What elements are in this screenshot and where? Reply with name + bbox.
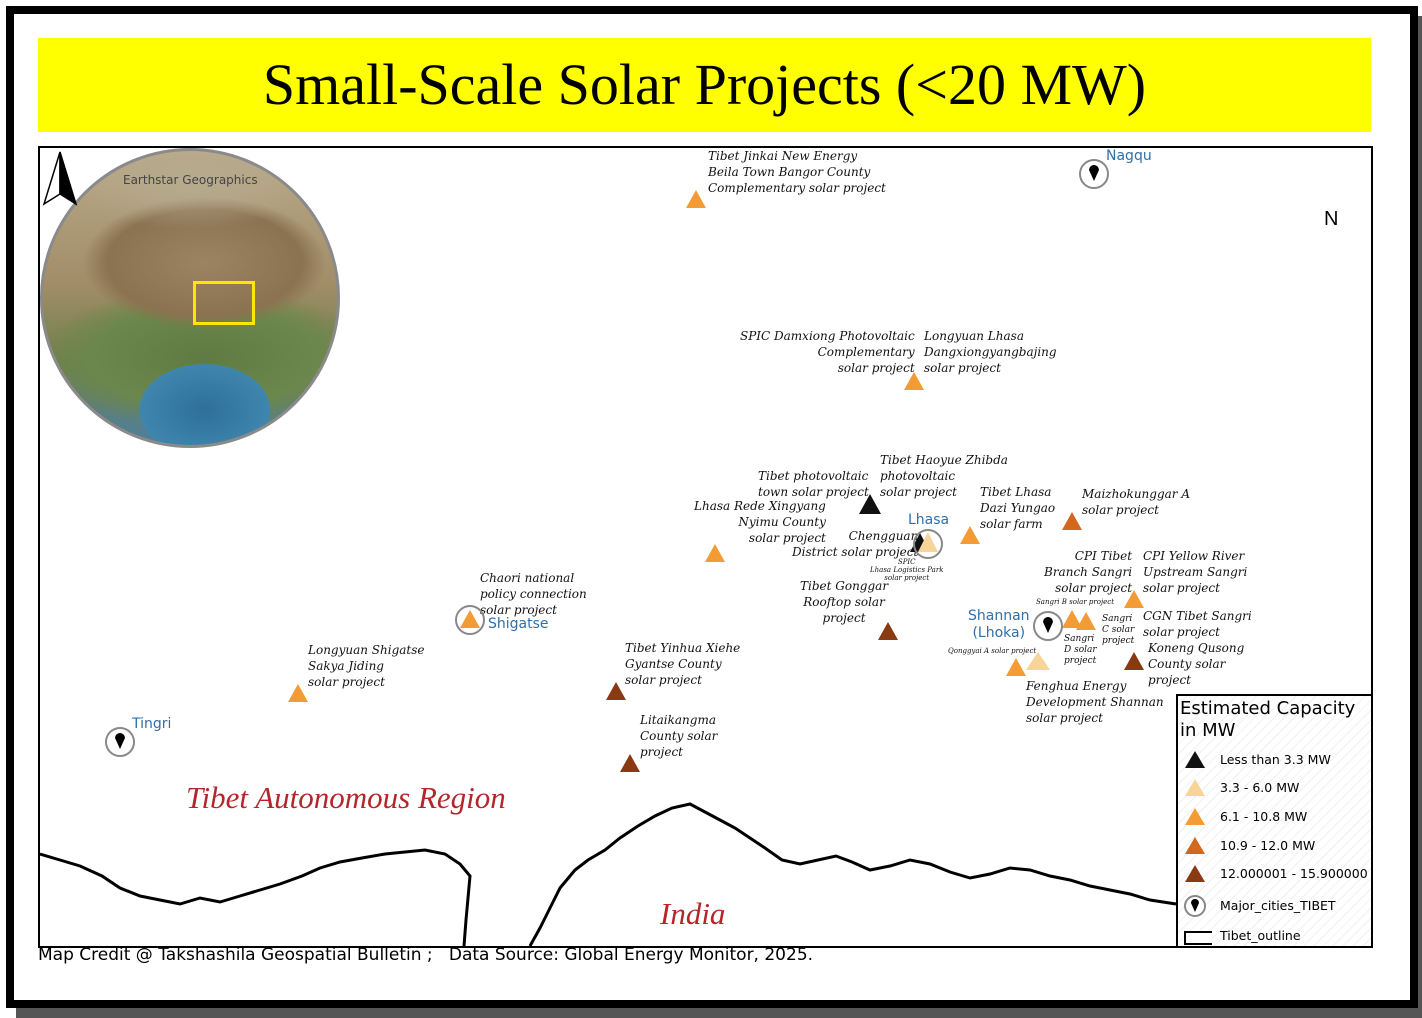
project-marker[interactable] (1076, 612, 1096, 630)
project-marker[interactable] (1062, 512, 1082, 530)
project-label: Chengguan District solar project (792, 529, 919, 559)
country-label: India (660, 896, 726, 931)
project-label: Lhasa Rede Xingyang Nyimu County solar p… (694, 499, 826, 545)
legend-title: Estimated Capacity in MW (1180, 698, 1356, 741)
project-label: Koneng Qusong County solar project (1148, 641, 1245, 687)
project-marker[interactable] (859, 494, 881, 514)
north-label: N (1324, 208, 1339, 230)
inset-credit: Earthstar Geographics (123, 173, 258, 187)
project-marker[interactable] (1026, 652, 1050, 670)
project-label: SPIC Damxiong Photovoltaic Complementary… (740, 329, 915, 375)
project-marker[interactable] (878, 622, 898, 640)
city-marker-icon[interactable] (913, 529, 943, 559)
project-marker[interactable] (620, 754, 640, 772)
project-marker[interactable] (1006, 658, 1026, 676)
project-label: Chaori national policy connection solar … (480, 571, 587, 617)
legend-item: Less than 3.3 MW (1182, 748, 1371, 772)
project-marker[interactable] (606, 682, 626, 700)
project-marker[interactable] (960, 526, 980, 544)
rectangle-icon (1184, 931, 1212, 945)
project-markers (105, 159, 1144, 772)
city-label-nagqu: Nagqu (1106, 148, 1152, 164)
inset-globe: Earthstar Geographics (40, 148, 340, 448)
map-canvas (40, 802, 1177, 946)
project-label: Qonggyai A solar project (948, 647, 1037, 655)
project-marker[interactable] (918, 532, 938, 552)
legend-item: 12.000001 - 15.900000 (1182, 862, 1371, 886)
title-bar: Small-Scale Solar Projects (<20 MW) (38, 38, 1371, 132)
project-label: Maizhokunggar A solar project (1082, 487, 1191, 517)
city-marker-icon[interactable] (1033, 611, 1063, 641)
project-label: Sangri D solar project (1064, 634, 1097, 666)
triangle-icon (1185, 751, 1205, 768)
city-marker-icon[interactable] (105, 727, 135, 757)
project-label: Tibet Jinkai New Energy Beila Town Bango… (708, 149, 886, 195)
triangle-icon (1185, 779, 1205, 796)
triangle-icon (1185, 808, 1205, 825)
project-label: Litaikangma County solar project (640, 713, 718, 759)
legend-item: Tibet_outline (1182, 924, 1371, 946)
north-arrow-icon (42, 151, 78, 206)
project-label: CGN Tibet Sangri solar project (1143, 609, 1252, 639)
project-marker[interactable] (288, 684, 308, 702)
city-label-lhasa: Lhasa (908, 512, 950, 528)
project-marker[interactable] (1062, 610, 1082, 628)
project-marker[interactable] (1124, 652, 1144, 670)
project-marker[interactable] (460, 610, 480, 628)
triangle-icon (1185, 865, 1205, 882)
project-marker[interactable] (1124, 590, 1144, 608)
map-credit: Map Credit @ Takshashila Geospatial Bull… (38, 945, 814, 965)
project-label: SPIC Lhasa Logistics Park solar project (870, 558, 944, 582)
legend-item: 10.9 - 12.0 MW (1182, 834, 1371, 858)
project-label: Fenghua Energy Development Shannan solar… (1026, 679, 1164, 725)
city-label-shigatse: Shigatse (488, 616, 549, 632)
project-label: Longyuan Lhasa Dangxiongyangbajing solar… (924, 329, 1057, 375)
project-marker[interactable] (705, 544, 725, 562)
map-area: Earthstar Geographics N Tibet Autonomous… (38, 146, 1373, 948)
inset-extent-box (193, 281, 255, 325)
city-marker-icon[interactable] (455, 605, 485, 635)
project-label: Tibet Lhasa Dazi Yungao solar farm (980, 485, 1056, 531)
map-title: Small-Scale Solar Projects (<20 MW) (262, 52, 1147, 117)
legend-item: 6.1 - 10.8 MW (1182, 805, 1371, 829)
legend: Estimated Capacity in MW Less than 3.3 M… (1176, 694, 1371, 946)
project-marker[interactable] (904, 372, 924, 390)
city-marker-icon (1184, 895, 1206, 917)
project-label: Tibet Gonggar Rooftop solar project (800, 579, 889, 625)
region-label: Tibet Autonomous Region (186, 780, 506, 815)
tibet-border-line (40, 848, 472, 946)
project-marker[interactable] (686, 190, 706, 208)
city-label-shannan: Shannan (Lhoka) (968, 608, 1030, 641)
project-label: Tibet Yinhua Xiehe Gyantse County solar … (625, 641, 741, 687)
project-label: Tibet Haoyue Zhibda photovoltaic solar p… (880, 453, 1008, 499)
project-label: Sangri B solar project (1036, 598, 1115, 606)
city-marker-icon[interactable] (1079, 159, 1109, 189)
project-label: CPI Tibet Branch Sangri solar project (1044, 549, 1133, 595)
project-label: Tibet photovoltaic town solar project (758, 469, 869, 499)
legend-item: 3.3 - 6.0 MW (1182, 776, 1371, 800)
project-label: Longyuan Shigatse Sakya Jiding solar pro… (308, 643, 425, 689)
india-border-line (528, 802, 1177, 946)
legend-item: Major_cities_TIBET (1182, 894, 1371, 918)
project-label: Sangri C solar project (1102, 614, 1135, 646)
project-label: CPI Yellow River Upstream Sangri solar p… (1143, 549, 1248, 595)
triangle-icon (1185, 837, 1205, 854)
city-label-tingri: Tingri (132, 716, 172, 732)
